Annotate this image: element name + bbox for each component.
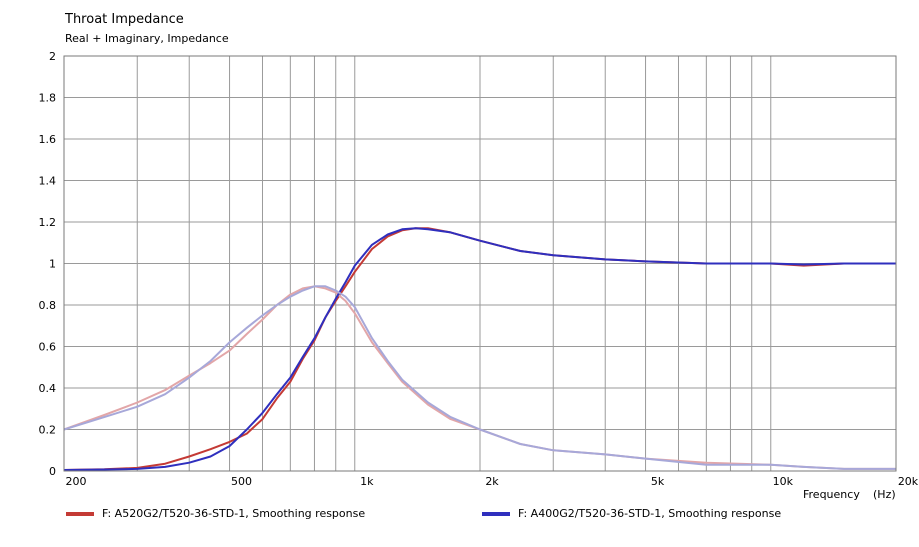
- legend-item-a520: F: A520G2/T520-36-STD-1, Smoothing respo…: [66, 507, 365, 520]
- legend-label-a520: F: A520G2/T520-36-STD-1, Smoothing respo…: [102, 507, 366, 520]
- x-axis-ticks: 200 500 1k 2k 5k 10k 20k: [66, 475, 919, 488]
- series-lines: [63, 227, 896, 471]
- x-tick-label: 5k: [651, 475, 665, 488]
- y-tick-label: 1: [49, 258, 56, 271]
- x-tick-label: 2k: [485, 475, 499, 488]
- legend-swatch-a520: [66, 511, 94, 516]
- x-tick-label: 20k: [898, 475, 919, 488]
- y-tick-label: 1.8: [39, 92, 57, 105]
- x-tick-label: 200: [66, 475, 87, 488]
- series-line-2: [63, 227, 896, 471]
- x-tick-label: 1k: [360, 475, 374, 488]
- legend-label-a400: F: A400G2/T520-36-STD-1, Smoothing respo…: [518, 507, 782, 520]
- y-tick-label: 0.8: [39, 299, 57, 312]
- y-tick-label: 0: [49, 465, 56, 478]
- y-axis-ticks: 0 0.2 0.4 0.6 0.8 1 1.2 1.4 1.6 1.8 2: [39, 50, 57, 478]
- chart-subtitle: Real + Imaginary, Impedance: [65, 32, 229, 45]
- legend-swatch-a400: [482, 511, 510, 516]
- x-tick-label: 10k: [773, 475, 794, 488]
- series-line-3: [63, 285, 896, 470]
- y-tick-label: 0.2: [39, 424, 57, 437]
- y-tick-label: 1.6: [39, 133, 57, 146]
- x-axis-label: Frequency: [803, 488, 860, 501]
- x-axis-unit: (Hz): [873, 488, 896, 501]
- y-tick-label: 1.2: [39, 216, 57, 229]
- y-tick-label: 0.6: [39, 341, 57, 354]
- y-tick-label: 2: [49, 50, 56, 63]
- x-tick-label: 500: [231, 475, 252, 488]
- y-tick-label: 1.4: [39, 175, 57, 188]
- plot-frame: [63, 55, 897, 472]
- chart-title: Throat Impedance: [65, 12, 184, 27]
- legend-item-a400: F: A400G2/T520-36-STD-1, Smoothing respo…: [482, 507, 781, 520]
- y-tick-label: 0.4: [39, 382, 57, 395]
